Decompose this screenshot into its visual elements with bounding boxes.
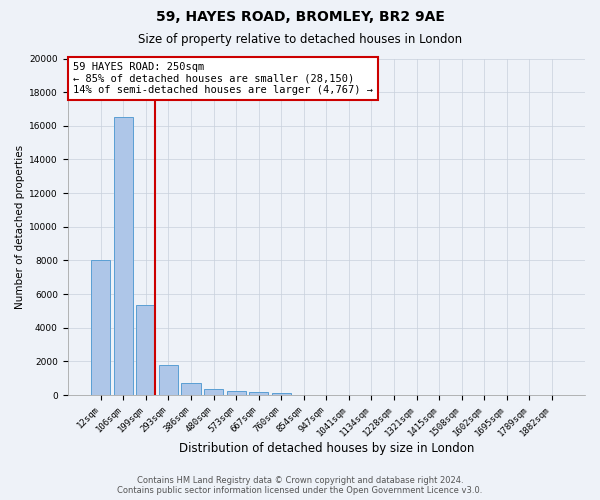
Bar: [272, 393, 291, 395]
Bar: [181, 384, 200, 395]
X-axis label: Distribution of detached houses by size in London: Distribution of detached houses by size …: [179, 442, 474, 455]
Bar: [136, 305, 155, 395]
Text: 59, HAYES ROAD, BROMLEY, BR2 9AE: 59, HAYES ROAD, BROMLEY, BR2 9AE: [155, 10, 445, 24]
Y-axis label: Number of detached properties: Number of detached properties: [15, 145, 25, 309]
Bar: [249, 392, 268, 395]
Text: Size of property relative to detached houses in London: Size of property relative to detached ho…: [138, 32, 462, 46]
Bar: [114, 116, 133, 395]
Bar: [227, 392, 245, 395]
Bar: [159, 365, 178, 395]
Text: Contains HM Land Registry data © Crown copyright and database right 2024.
Contai: Contains HM Land Registry data © Crown c…: [118, 476, 482, 495]
Bar: [204, 388, 223, 395]
Text: 59 HAYES ROAD: 250sqm
← 85% of detached houses are smaller (28,150)
14% of semi-: 59 HAYES ROAD: 250sqm ← 85% of detached …: [73, 62, 373, 95]
Bar: [91, 260, 110, 395]
